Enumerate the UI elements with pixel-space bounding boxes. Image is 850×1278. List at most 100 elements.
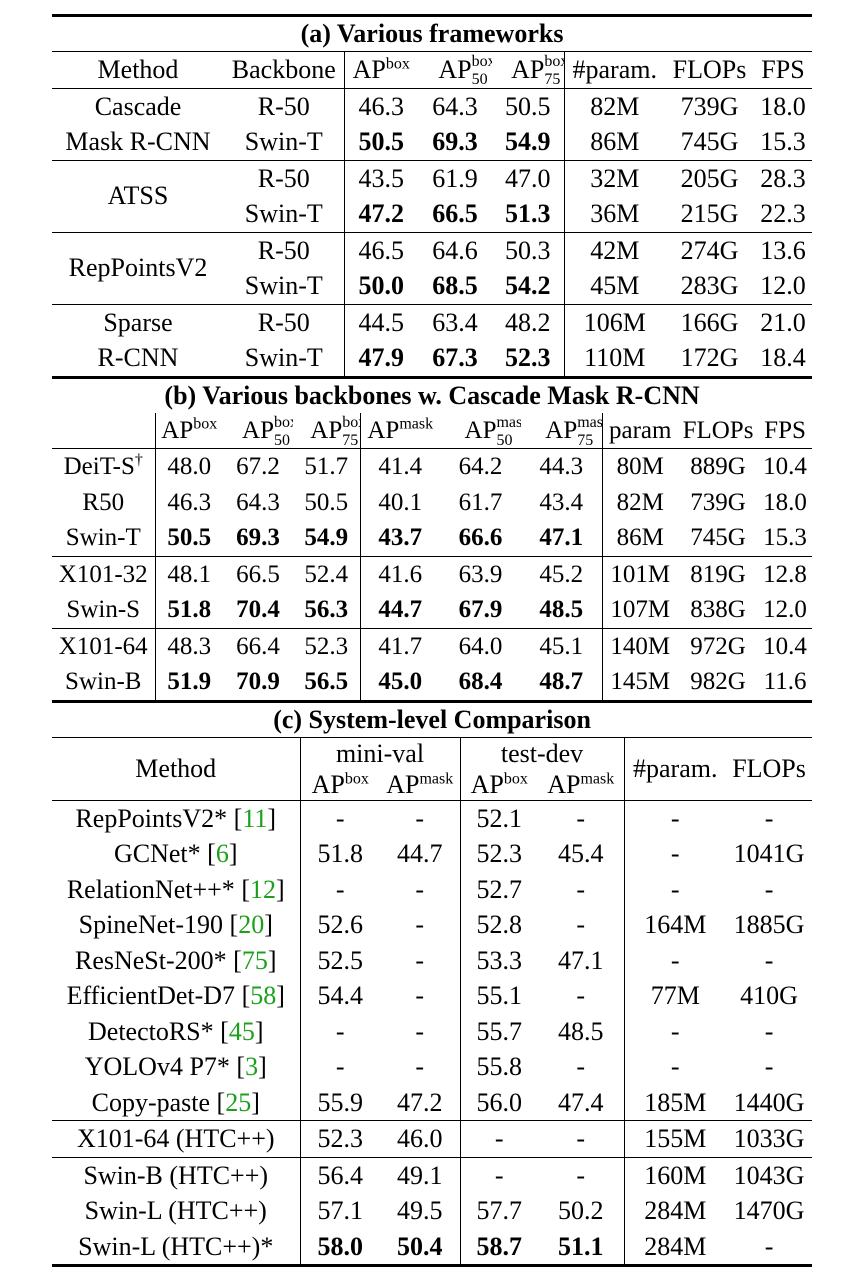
test-dev-ap-mask: -: [538, 1156, 625, 1193]
table-row: Swin-T 50.0 68.5 54.2 45M 283G 12.0: [52, 268, 812, 304]
mini-val-ap-box: 54.4: [317, 981, 364, 1010]
table-row: Swin-B (HTC++) 56.4 49.1- -160M 1043G: [52, 1156, 813, 1193]
mini-val-ap-mask: 50.4: [380, 1228, 461, 1266]
flops-value: 739G: [690, 488, 746, 516]
backbone-name: R-50: [224, 87, 345, 124]
citation-link[interactable]: 12: [249, 874, 276, 904]
backbone-name-text: R50: [82, 488, 125, 516]
param-value: 140M: [602, 627, 678, 664]
backbone-name: Swin-T: [224, 196, 345, 232]
param-value: 80M: [616, 453, 664, 480]
param-value: 284M: [644, 1231, 707, 1261]
table-c-system-level: (c) System-level Comparison Method mini-…: [52, 699, 813, 1267]
backbone-name: R-50: [224, 159, 345, 196]
table-a-header-row: Method Backbone APbox APbox50 APbox75 #p…: [52, 51, 812, 88]
table-row: RepPointsV2* [11] - -52.1- - -: [52, 800, 812, 836]
flops-value: 166G: [665, 303, 754, 340]
method-name: RepPointsV2: [52, 231, 224, 304]
param-value: 106M: [564, 303, 665, 340]
param-value: 155M: [624, 1120, 726, 1157]
table-row: Swin-S 51.8 70.4 56.3 44.7 67.9 48.5 107M 838G 12…: [52, 592, 812, 628]
test-dev-ap-mask: -: [538, 907, 625, 943]
flops-value: 739G: [665, 87, 754, 124]
ap75-box-value: 56.5: [293, 664, 361, 700]
table-c-header-row-2: APbox APmask APbox APmask: [52, 768, 812, 801]
flops-value: -: [764, 874, 774, 904]
method-name: Cascade Mask R-CNN: [52, 87, 224, 160]
method-name: Swin-L (HTC++)*: [52, 1228, 301, 1266]
ap75-box-value: 54.9: [293, 520, 361, 556]
ap75-box-value: 52.3: [293, 627, 361, 664]
param-value: 86M: [616, 524, 664, 551]
table-a-frameworks: (a) Various frameworks Method Backbone A…: [52, 14, 812, 376]
ap75-mask-value: 45.1: [521, 627, 603, 664]
citation-link[interactable]: 11: [242, 803, 268, 833]
ap75-box-value: 54.9: [492, 124, 565, 160]
ap50-box-value: 66.4: [223, 627, 293, 664]
flops-value: 982G: [690, 668, 746, 695]
citation-link[interactable]: 45: [228, 1016, 255, 1046]
table-row: GCNet* [6] 51.8 44.7 52.3 45.4 - 1041G: [52, 836, 812, 872]
ap-box-value: 46.5: [344, 231, 418, 268]
test-dev-ap-mask: -: [538, 800, 625, 836]
citation-link[interactable]: 75: [241, 945, 268, 975]
citation-link[interactable]: 20: [238, 910, 265, 939]
mini-val-ap-box: 52.6: [317, 910, 364, 939]
flops-value: 1043G: [726, 1156, 813, 1193]
ap-box-value: 51.8: [167, 596, 212, 623]
flops-value: 745G: [680, 127, 739, 156]
citation-link[interactable]: 58: [250, 981, 277, 1010]
ap-mask-value: 41.4: [378, 453, 423, 480]
mini-val-ap-box: 51.8: [317, 839, 364, 868]
table-b-backbones: (b) Various backbones w. Cascade Mask R-…: [52, 375, 813, 700]
citation-link[interactable]: 6: [215, 839, 229, 868]
ap75-box-value: 47.0: [492, 159, 565, 196]
ap-box-value: 48.1: [155, 555, 223, 592]
param-value: -: [670, 874, 680, 904]
param-value: 82M: [616, 488, 664, 516]
ap50-box-value: 64.3: [418, 87, 492, 124]
flops-value: -: [764, 945, 774, 975]
flops-value: 1041G: [733, 839, 805, 868]
backbone-name: R50: [52, 484, 156, 520]
ap75-mask-value: 43.4: [521, 484, 603, 520]
backbone-name: Swin-T: [52, 520, 156, 556]
test-dev-ap-box: 57.7: [476, 1196, 523, 1225]
flops-value: 972G: [678, 627, 758, 664]
header-ap-mask: APmask: [360, 412, 440, 449]
header-ap75-mask: APmask75: [521, 412, 603, 449]
ap50-box-value: 64.3: [236, 488, 280, 516]
ap75-mask-value: 47.1: [521, 520, 603, 556]
test-dev-ap-mask: 48.5: [538, 1013, 625, 1049]
table-c-caption: (c) System-level Comparison: [273, 704, 591, 734]
method-name-text: Swin-L (HTC++)*: [78, 1231, 274, 1261]
ap-box-value: 50.5: [358, 127, 405, 156]
header-ap-box: APbox: [155, 412, 223, 449]
ap50-box-value: 67.2: [236, 453, 280, 480]
param-value: -: [670, 1052, 680, 1081]
header-mv-ap-box: APbox: [300, 768, 380, 801]
citation-link[interactable]: 3: [245, 1052, 259, 1081]
ap-box-value: 43.5: [344, 159, 418, 196]
param-value: 101M: [602, 555, 678, 592]
backbone-name-text: Swin-B: [65, 668, 142, 695]
method-name-text: Copy-paste: [91, 1087, 211, 1117]
fps-value: 10.4: [758, 627, 813, 664]
param-value: 145M: [610, 668, 671, 695]
mini-val-ap-mask: 46.0: [380, 1120, 461, 1157]
flops-value: 745G: [690, 524, 746, 551]
test-dev-ap-box: 55.1: [476, 981, 523, 1010]
ap75-box-value: 54.2: [492, 268, 565, 304]
mini-val-ap-box: 58.0: [317, 1231, 364, 1261]
citation-link[interactable]: 25: [225, 1087, 252, 1117]
table-b-caption: (b) Various backbones w. Cascade Mask R-…: [164, 380, 700, 410]
ap75-box-value: 50.5: [492, 87, 565, 124]
ap-box-value: 51.9: [167, 668, 212, 695]
param-value: 42M: [564, 231, 665, 268]
method-name: ResNeSt-200* [75]: [52, 942, 301, 978]
ap75-mask-value: 48.5: [521, 592, 603, 628]
header-flops: FLOPs: [726, 736, 813, 801]
header-backbone: Backbone: [224, 51, 345, 88]
backbone-name: R-50: [224, 231, 345, 268]
method-name: GCNet* [6]: [52, 836, 301, 872]
